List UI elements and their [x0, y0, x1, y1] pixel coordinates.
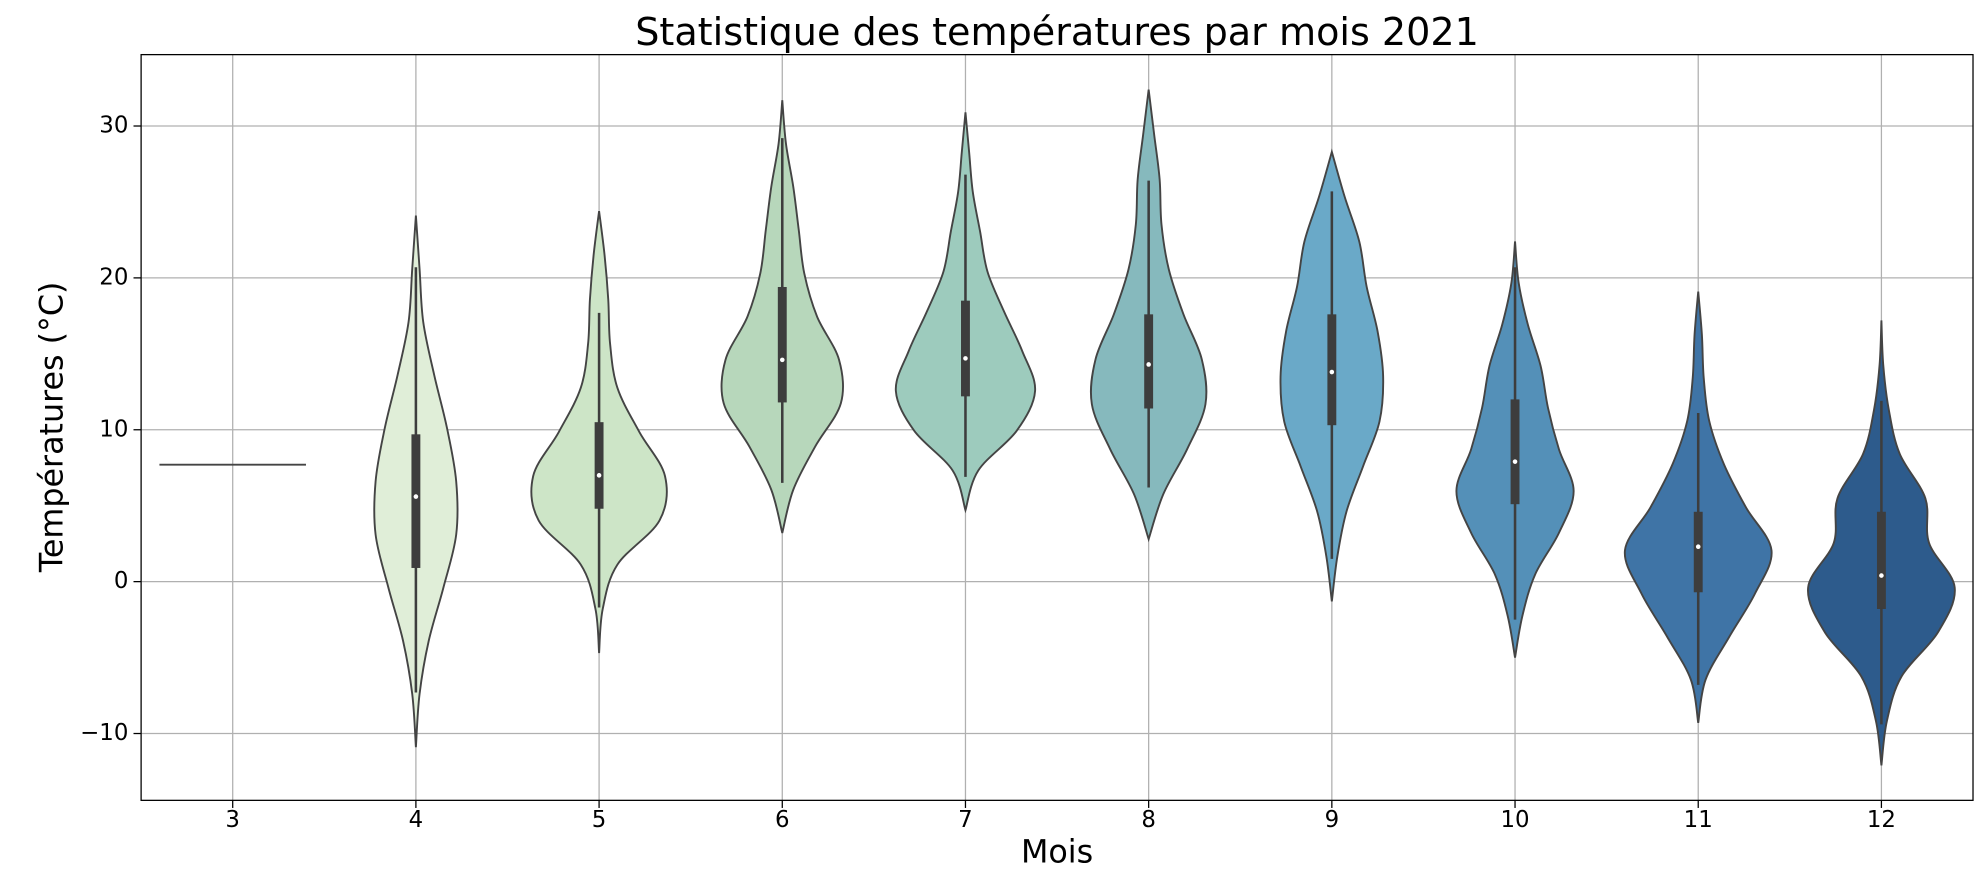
- x-tick-label: 3: [225, 807, 240, 833]
- x-tick-label: 6: [775, 807, 790, 833]
- plot-marks: [159, 89, 1956, 766]
- y-tick-label: 0: [114, 568, 129, 594]
- x-tick-label: 7: [958, 807, 973, 833]
- iqr-box: [961, 300, 970, 397]
- x-tick-label: 11: [1684, 807, 1713, 833]
- iqr-box: [1510, 399, 1520, 505]
- y-tick-label: −10: [80, 720, 128, 746]
- median-dot: [1329, 369, 1335, 375]
- y-tick-label: 20: [99, 264, 128, 290]
- iqr-box: [594, 422, 604, 509]
- median-dot: [779, 357, 785, 363]
- iqr-box: [1144, 314, 1154, 409]
- plot-frame: [140, 53, 1974, 801]
- median-dot: [596, 473, 602, 478]
- y-tick-label: 30: [99, 113, 128, 139]
- y-axis-label: Températures (°C): [34, 282, 70, 574]
- x-tick-label: 4: [409, 807, 424, 833]
- median-dot: [1146, 362, 1151, 367]
- median-dot: [1879, 573, 1884, 578]
- iqr-box: [777, 286, 787, 403]
- iqr-box: [1876, 511, 1886, 609]
- y-tick-label: 10: [99, 416, 128, 442]
- median-dot: [1695, 544, 1701, 549]
- chart-title: Statistique des températures par mois 20…: [635, 10, 1479, 54]
- x-axis-label: Mois: [1021, 835, 1093, 871]
- iqr-box: [411, 434, 421, 568]
- x-tick-label: 10: [1500, 807, 1529, 833]
- median-dot: [963, 356, 968, 361]
- median-dot: [1512, 459, 1518, 464]
- iqr-box: [1693, 511, 1703, 593]
- median-dot: [413, 494, 419, 499]
- x-tick-label: 8: [1141, 807, 1156, 833]
- x-tick-label: 5: [592, 807, 607, 833]
- x-tick-label: 12: [1867, 807, 1896, 833]
- x-tick-label: 9: [1325, 807, 1340, 833]
